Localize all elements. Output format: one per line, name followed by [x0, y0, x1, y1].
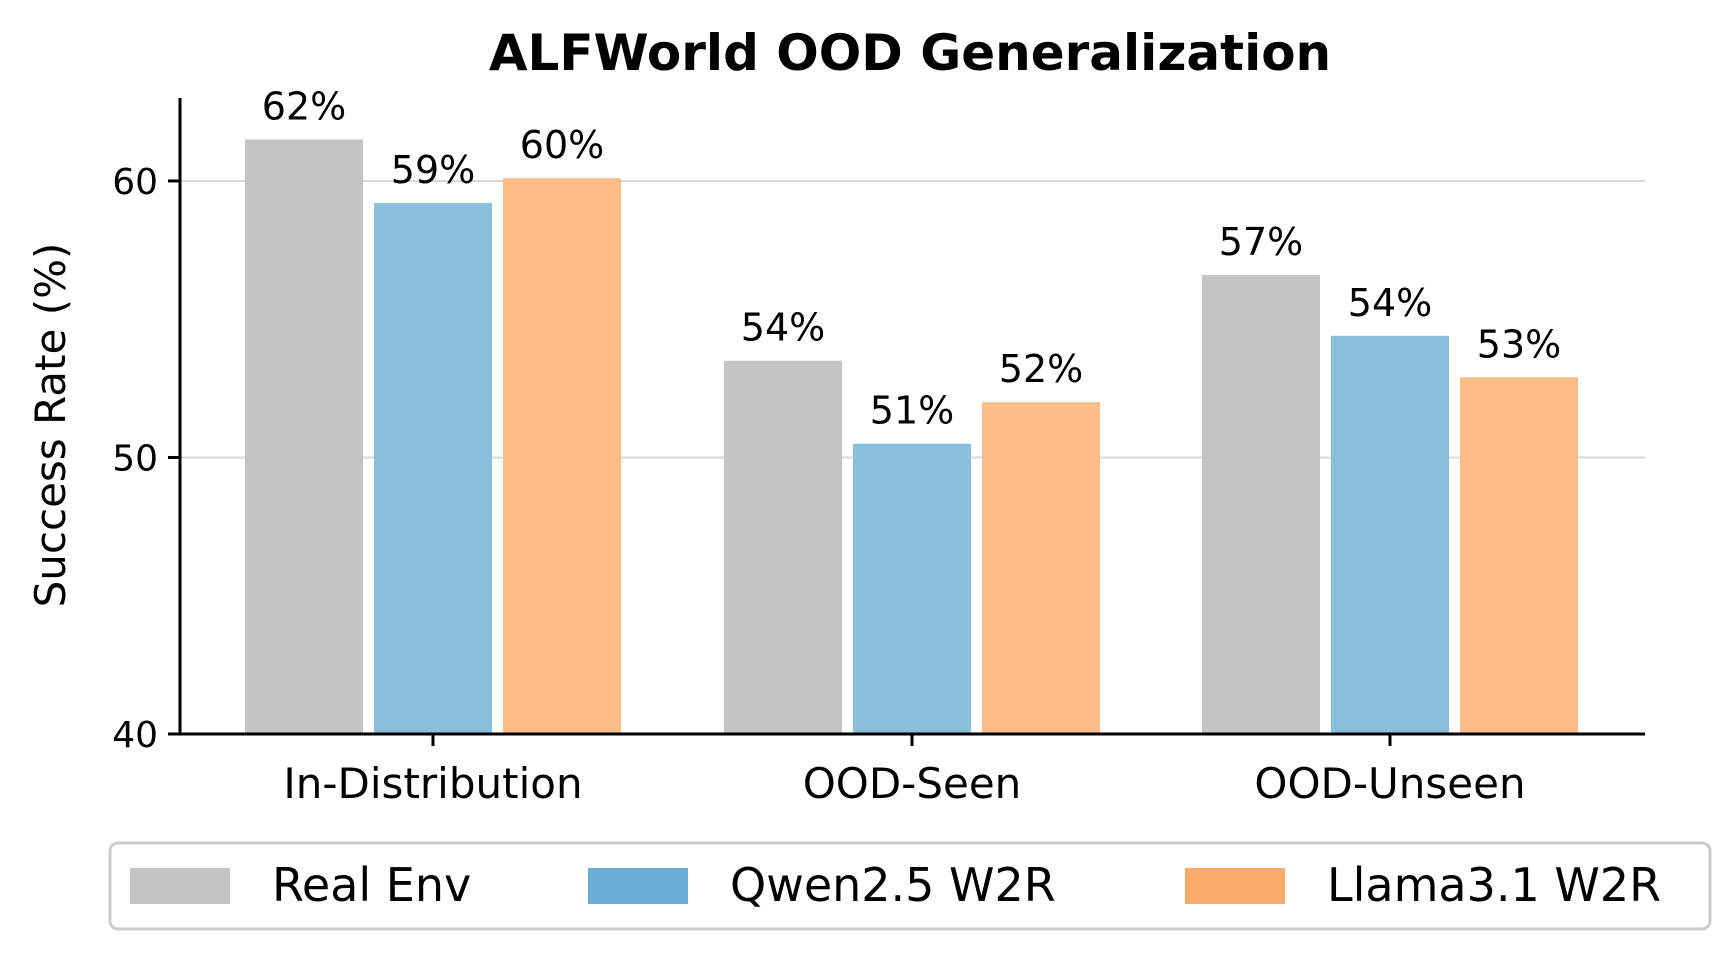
x-tick-label: OOD-Seen	[803, 759, 1022, 808]
data-label: 62%	[262, 84, 346, 128]
bar-ood-unseen-real-env	[1202, 274, 1320, 734]
legend-label: Real Env	[272, 858, 471, 912]
bar-ood-unseen-qwen2-5-w2r	[1331, 335, 1449, 734]
data-label: 57%	[1219, 220, 1303, 264]
bar-in-distribution-real-env	[245, 139, 363, 734]
data-label: 54%	[1348, 281, 1432, 325]
data-label: 51%	[870, 389, 954, 433]
legend-label: Llama3.1 W2R	[1327, 858, 1661, 912]
y-tick-label: 50	[112, 438, 158, 479]
legend-swatch-real-env	[130, 868, 230, 904]
legend-box	[108, 841, 1712, 931]
bar-in-distribution-qwen2-5-w2r	[374, 203, 492, 735]
bars	[245, 139, 1578, 735]
legend-label: Qwen2.5 W2R	[730, 858, 1056, 912]
y-tick-label: 60	[112, 162, 158, 203]
chart-title: ALFWorld OOD Generalization	[489, 24, 1331, 82]
y-axis-label: Success Rate (%)	[26, 243, 75, 608]
data-label: 52%	[999, 347, 1083, 391]
bar-ood-seen-qwen2-5-w2r	[853, 443, 971, 734]
x-tick-label: In-Distribution	[283, 759, 582, 808]
data-label: 54%	[741, 306, 825, 350]
legend-swatch-qwen2-5-w2r	[588, 868, 688, 904]
legend: Real Env Qwen2.5 W2R Llama3.1 W2R	[108, 841, 1712, 931]
data-labels: 62% 59% 60% 54% 51% 52% 57% 54% 53%	[262, 84, 1561, 432]
data-label: 53%	[1477, 322, 1561, 366]
x-tick-label: OOD-Unseen	[1254, 759, 1525, 808]
legend-swatch-llama3-1-w2r	[1185, 868, 1285, 904]
data-label: 59%	[391, 148, 475, 192]
bar-in-distribution-llama3-1-w2r	[503, 178, 621, 735]
data-label: 60%	[520, 123, 604, 167]
bar-ood-unseen-llama3-1-w2r	[1460, 377, 1578, 734]
y-tick-label: 40	[112, 715, 158, 756]
axes: 40 50 60 In-Distribution OOD-Seen OOD-Unseen	[112, 98, 1645, 808]
bar-ood-seen-llama3-1-w2r	[982, 402, 1100, 734]
bar-ood-seen-real-env	[724, 360, 842, 734]
